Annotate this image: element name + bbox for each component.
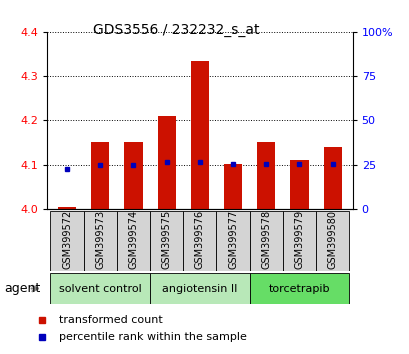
Text: percentile rank within the sample: percentile rank within the sample: [58, 332, 246, 342]
Text: GSM399574: GSM399574: [128, 210, 138, 269]
Bar: [256, 142, 275, 209]
Bar: [117, 211, 150, 271]
Bar: [216, 211, 249, 271]
Bar: [58, 207, 76, 209]
Bar: [282, 211, 315, 271]
Text: GSM399572: GSM399572: [62, 210, 72, 269]
Bar: [290, 160, 308, 209]
Bar: [124, 142, 142, 209]
Bar: [249, 211, 282, 271]
Text: GSM399579: GSM399579: [294, 210, 304, 269]
Bar: [50, 211, 83, 271]
Bar: [150, 273, 249, 304]
Text: GDS3556 / 232232_s_at: GDS3556 / 232232_s_at: [93, 23, 259, 37]
Text: GSM399575: GSM399575: [161, 210, 171, 269]
Bar: [83, 211, 117, 271]
Text: torcetrapib: torcetrapib: [268, 284, 329, 293]
Bar: [91, 142, 109, 209]
Bar: [150, 211, 183, 271]
Bar: [249, 273, 348, 304]
Text: transformed count: transformed count: [58, 315, 162, 325]
Text: GSM399580: GSM399580: [327, 210, 337, 269]
Bar: [190, 61, 209, 209]
Text: GSM399576: GSM399576: [194, 210, 204, 269]
Text: solvent control: solvent control: [59, 284, 141, 293]
Text: angiotensin II: angiotensin II: [162, 284, 237, 293]
Bar: [323, 147, 341, 209]
Text: agent: agent: [4, 282, 40, 295]
Bar: [315, 211, 348, 271]
Bar: [157, 116, 175, 209]
Bar: [223, 164, 242, 209]
Text: GSM399577: GSM399577: [227, 210, 238, 269]
Bar: [50, 273, 150, 304]
Text: GSM399578: GSM399578: [261, 210, 271, 269]
Bar: [183, 211, 216, 271]
Text: GSM399573: GSM399573: [95, 210, 105, 269]
